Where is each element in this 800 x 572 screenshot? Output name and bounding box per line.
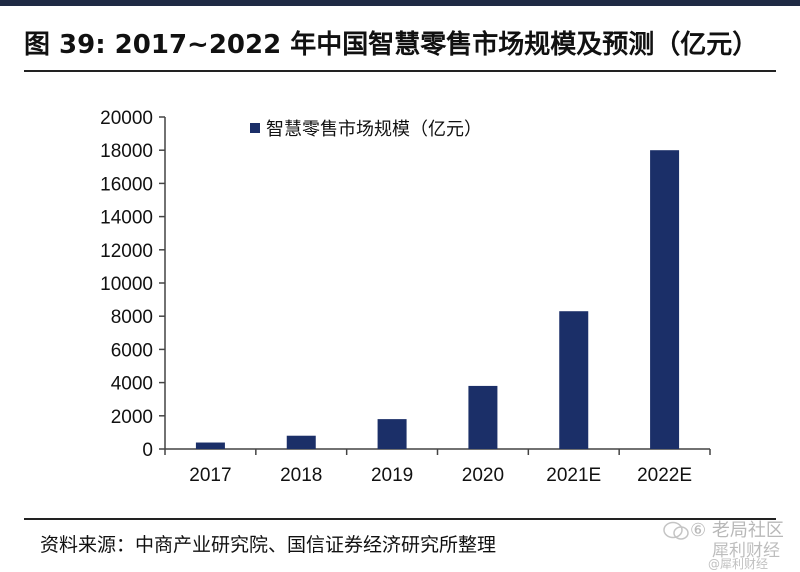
y-tick-label: 12000 [100,241,153,262]
watermark-line1: ⑥ 老局社区 [690,520,784,541]
x-tick-label: 2018 [280,465,322,486]
x-tick-label: 2021E [546,465,601,486]
watermark-line2: 犀利财经 [712,541,780,561]
source-note: 资料来源：中商产业研究院、国信证券经济研究所整理 [40,534,497,556]
y-tick-label: 10000 [100,274,153,295]
bar-2017 [195,442,225,449]
x-axis-tick-labels: 2017 2018 2019 2020 2021E 2022E [189,465,692,486]
x-tick-label: 2022E [637,465,692,486]
y-tick-label: 16000 [100,174,153,195]
y-tick-label: 6000 [111,340,153,361]
y-axis-tick-marks [159,116,165,450]
source-divider [24,518,776,520]
bar-2022E [650,150,680,449]
legend: 智慧零售市场规模（亿元） [250,119,482,140]
bar-2021E [559,311,589,449]
bar-2019 [377,419,407,449]
legend-label: 智慧零售市场规模（亿元） [266,119,482,140]
x-tick-label: 2020 [462,465,504,486]
y-tick-label: 20000 [100,108,153,129]
title-divider [24,70,776,72]
y-tick-label: 14000 [100,208,153,229]
top-rule [0,0,800,6]
y-tick-label: 8000 [111,307,153,328]
page-title: 图 39: 2017~2022 年中国智慧零售市场规模及预测（亿元） [24,30,759,60]
y-tick-label: 4000 [111,374,153,395]
watermark-line3: @犀利财经 [708,557,769,571]
y-tick-label: 0 [142,440,153,461]
x-axis-tick-marks [164,449,711,455]
bar-2018 [286,435,316,449]
y-axis-tick-labels: 0 2000 4000 6000 8000 10000 12000 14000 16000 180… [100,108,153,461]
bar-2020 [468,385,498,449]
wechat-icon [663,521,689,540]
y-tick-label: 2000 [111,407,153,428]
x-tick-label: 2019 [371,465,413,486]
y-tick-label: 18000 [100,141,153,162]
legend-swatch [250,123,260,133]
x-tick-label: 2017 [189,465,231,486]
bars-group [195,150,680,449]
